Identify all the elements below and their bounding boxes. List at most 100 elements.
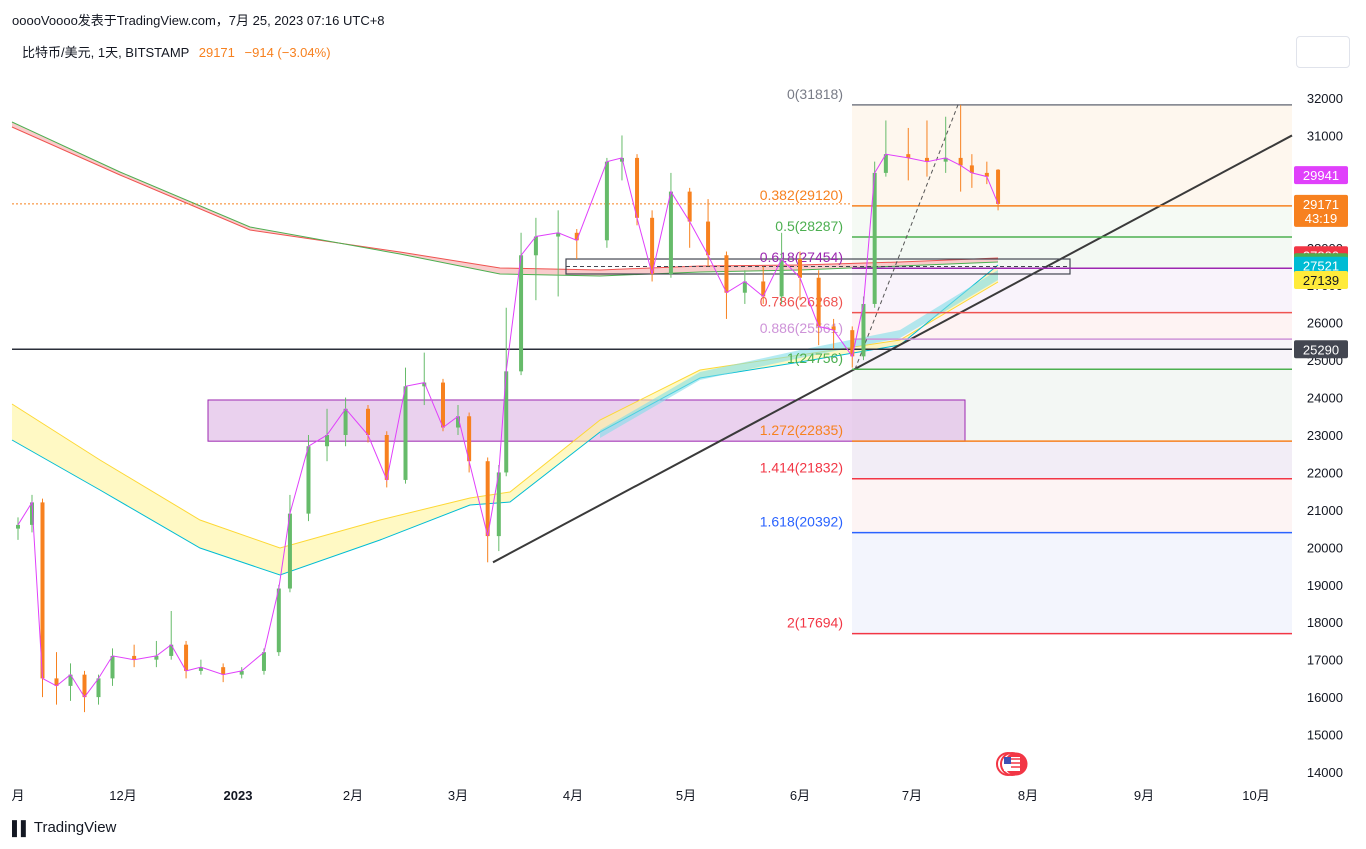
candle-body <box>779 259 784 297</box>
candle-body <box>276 588 281 653</box>
fib-label: 0(31818) <box>787 86 843 102</box>
ema-line-red <box>11 126 999 271</box>
ema-ribbon-red <box>12 122 998 276</box>
publication-header: ooooVoooo发表于TradingView.com，7月 25, 2023 … <box>12 13 385 28</box>
candle-body <box>325 435 330 447</box>
candle-body <box>485 461 490 537</box>
candle-body <box>496 472 501 537</box>
y-tick-label: 17000 <box>1307 653 1343 668</box>
price-tag-label: 25290 <box>1303 342 1339 357</box>
chart-menu-button[interactable] <box>1296 36 1350 68</box>
y-tick-label: 16000 <box>1307 690 1343 705</box>
candle-body <box>30 502 34 525</box>
x-tick-label: 月 <box>11 788 24 803</box>
candle-body <box>650 217 655 274</box>
candle-body <box>40 502 45 679</box>
x-tick-label: 9月 <box>1134 788 1154 803</box>
y-tick-label: 24000 <box>1307 391 1343 406</box>
price-tag <box>1294 194 1348 227</box>
cyan-line <box>11 264 999 576</box>
footer-brand[interactable]: ▌▌ TradingView <box>12 819 116 836</box>
fib-label: 1.618(20392) <box>760 514 843 530</box>
last-price: 29171 <box>198 45 235 60</box>
candle-body <box>456 416 460 428</box>
cyan-ribbon <box>600 270 998 438</box>
candle-body <box>574 232 579 241</box>
candle-body <box>519 255 524 372</box>
price-tag <box>1294 271 1348 290</box>
symbol-info[interactable]: 比特币/美元, 1天, BITSTAMP 29171 −914 (−3.04%) <box>22 42 331 61</box>
candle-body <box>54 678 59 686</box>
y-tick-label: 23000 <box>1307 428 1343 443</box>
candle-body <box>221 667 226 675</box>
tradingview-logo-icon: ▌▌ <box>12 819 31 836</box>
candle-body <box>816 277 821 327</box>
fib-label: 0.886(25561) <box>760 320 843 336</box>
x-tick-label: 3月 <box>448 788 468 803</box>
ema-line-green <box>11 121 999 277</box>
y-tick-label: 14000 <box>1307 765 1343 780</box>
y-tick-label: 32000 <box>1307 91 1343 106</box>
fib-diagonal <box>854 104 959 370</box>
candle-body <box>872 172 877 304</box>
candle-body <box>184 644 189 671</box>
candle-body <box>154 655 159 660</box>
candle-body <box>943 157 948 162</box>
candle-body <box>504 371 509 473</box>
us-event-flag-icon <box>996 752 1028 776</box>
candle-body <box>467 416 472 462</box>
candle-body <box>96 678 101 698</box>
candle-body <box>850 330 855 357</box>
y-tick-label: 21000 <box>1307 503 1343 518</box>
candle-body <box>169 644 174 656</box>
candle-body <box>287 513 292 589</box>
candle-body <box>883 154 888 173</box>
candle-body <box>687 191 692 222</box>
candle-body <box>403 386 408 480</box>
fib-label: 0.382(29120) <box>760 187 843 203</box>
candle-body <box>724 255 729 293</box>
candle-body <box>604 161 609 241</box>
candle-body <box>366 408 370 435</box>
price-tag-label: 27521 <box>1303 259 1339 274</box>
brand-label: TradingView <box>33 819 117 836</box>
fib-zone <box>852 532 1292 634</box>
price-tag-countdown: 43:19 <box>1305 211 1338 226</box>
x-tick-label: 10月 <box>1242 788 1269 803</box>
candle-body <box>924 157 929 162</box>
fib-zone <box>852 268 1292 313</box>
price-tag <box>1294 256 1348 275</box>
candle-body <box>261 652 266 671</box>
x-tick-label: 5月 <box>676 788 696 803</box>
candle-body <box>984 172 989 177</box>
y-tick-label: 31000 <box>1307 128 1343 143</box>
fib-label: 2(17694) <box>787 615 843 631</box>
candle-body <box>422 382 427 387</box>
fib-label: 1.414(21832) <box>760 460 843 476</box>
fib-label: 1(24756) <box>787 350 843 366</box>
candle-body <box>16 524 20 529</box>
x-tick-label: 8月 <box>1018 788 1038 803</box>
fib-zone <box>852 104 1292 206</box>
candle-body <box>82 674 87 698</box>
y-tick-label: 18000 <box>1307 615 1343 630</box>
price-change: −914 (−3.04%) <box>244 45 331 60</box>
y-tick-label: 15000 <box>1307 728 1343 743</box>
candle-body <box>861 303 866 357</box>
x-tick-label: 7月 <box>902 788 922 803</box>
flag-canton <box>1004 757 1011 764</box>
candle-body <box>969 165 974 173</box>
fib-label: 0.786(26268) <box>760 294 843 310</box>
y-tick-label: 26000 <box>1307 316 1343 331</box>
y-tick-label: 20000 <box>1307 540 1343 555</box>
candle-body <box>343 408 348 435</box>
price-tag-label: 27139 <box>1303 273 1339 288</box>
candle-body <box>110 655 115 679</box>
candle-body <box>384 435 389 480</box>
candle-body <box>635 157 640 218</box>
price-tag <box>1294 340 1348 359</box>
candle-body <box>706 221 711 256</box>
candle-body <box>556 232 561 237</box>
candle-body <box>198 667 203 671</box>
